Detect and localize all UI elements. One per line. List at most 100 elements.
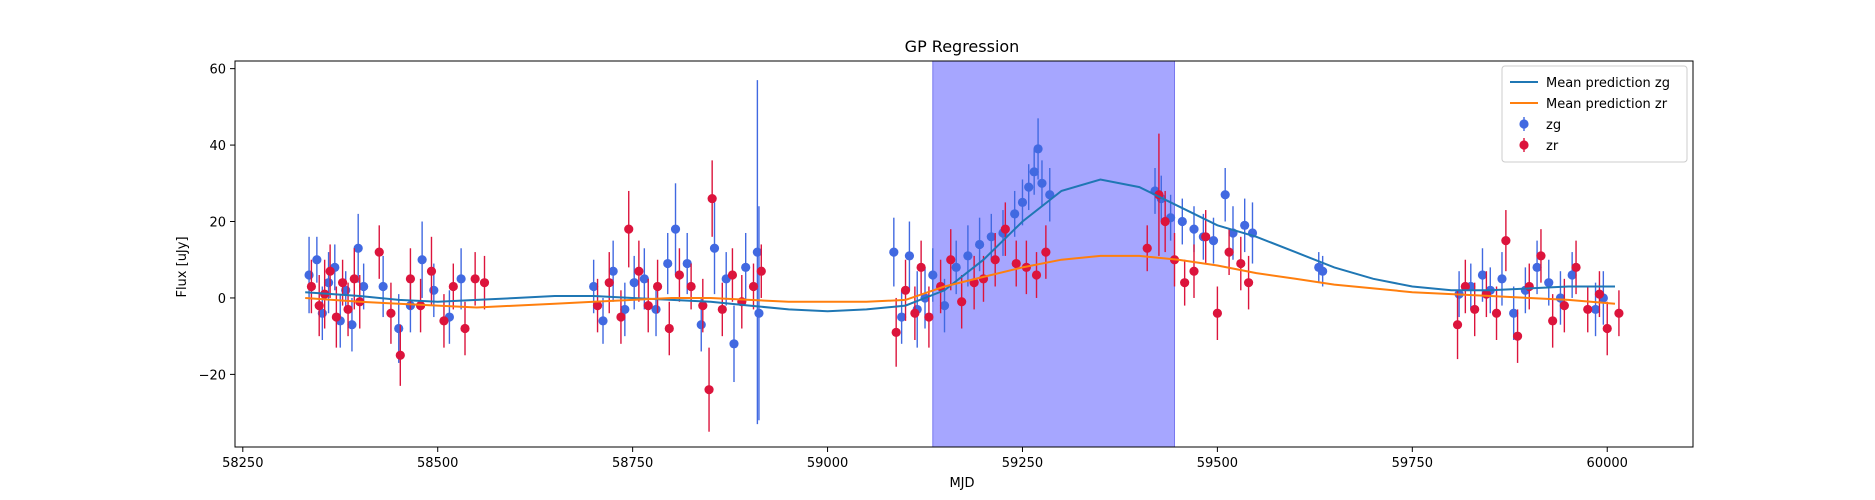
zr-point [592, 300, 603, 311]
zg-point [620, 304, 630, 315]
zr-point [386, 308, 396, 318]
zg-point [639, 274, 649, 284]
zr-point [990, 255, 1000, 265]
zg-point [951, 262, 961, 272]
zr-point [1160, 216, 1170, 227]
zg-point [1567, 270, 1577, 280]
zg-point [754, 308, 764, 318]
zr-point [698, 300, 708, 311]
zr-point [337, 278, 348, 288]
zg-point [1509, 308, 1519, 318]
zg-point [904, 251, 915, 261]
zr-point [924, 312, 934, 322]
zr-point [439, 316, 449, 326]
zr-point [1583, 304, 1593, 315]
zr-point [1236, 258, 1246, 269]
zr-point [395, 350, 405, 360]
legend: Mean prediction zg Mean prediction zr zg zr [1501, 65, 1688, 163]
x-tick-label: 58750 [612, 456, 653, 471]
zg-point [974, 239, 985, 250]
zg-point [417, 255, 427, 265]
y-tick-label: 20 [209, 216, 226, 231]
y-tick-label: 0 [218, 292, 226, 307]
zg-point [663, 258, 673, 269]
zg-point [682, 258, 692, 269]
zg-point [1189, 224, 1199, 234]
zr-point [1559, 300, 1569, 311]
zr-point [900, 285, 911, 295]
x-tick-label: 58250 [222, 456, 263, 471]
legend-label-zg: zg [1546, 118, 1561, 133]
zg-point [312, 255, 322, 265]
zr-point [1031, 270, 1042, 280]
zr-point [405, 274, 416, 284]
plot-frame [234, 60, 1694, 448]
x-tick-label: 60000 [1587, 456, 1628, 471]
data-layer [304, 80, 1624, 432]
zg-point [1029, 167, 1039, 177]
zg-point [347, 320, 357, 330]
legend-swatch-zg [1519, 119, 1529, 129]
zr-point [674, 270, 685, 280]
zg-point [359, 281, 369, 292]
line-mean-prediction-zg [305, 178, 1615, 313]
zr-point [426, 266, 437, 276]
zr-point [1000, 224, 1010, 234]
zg-point [709, 243, 720, 253]
zg-point [1017, 197, 1028, 208]
zr-point [1548, 316, 1558, 326]
zg-point [963, 251, 973, 261]
x-tick-label: 59000 [807, 456, 848, 471]
legend-label-mean-prediction-zr: Mean prediction zr [1546, 97, 1668, 112]
x-tick-label: 58500 [417, 456, 458, 471]
y-tick-label: 40 [209, 139, 226, 154]
zg-point [651, 304, 661, 315]
zr-point [331, 312, 341, 322]
zr-point [1594, 289, 1605, 299]
zr-point [374, 247, 384, 257]
zg-point [939, 300, 950, 311]
zg-point [928, 270, 938, 280]
x-tick-label: 59500 [1197, 456, 1238, 471]
zr-point [1011, 258, 1021, 269]
shaded-region [932, 60, 1176, 448]
zg-point [897, 312, 907, 322]
zg-point [1240, 220, 1250, 230]
zr-point [1224, 247, 1234, 257]
zg-point [986, 232, 996, 242]
zr-point [910, 308, 920, 318]
zg-point [304, 270, 314, 280]
legend-label-zr: zr [1546, 139, 1559, 154]
y-axis-label: Flux [uJy] [175, 236, 190, 297]
zg-point [1177, 216, 1187, 227]
zr-point [349, 274, 359, 284]
chart-title: GP Regression [905, 37, 1020, 56]
zg-point [1532, 262, 1542, 272]
x-tick-label: 59750 [1392, 456, 1433, 471]
y-tick-label: 60 [209, 63, 226, 78]
zr-point [664, 323, 674, 334]
legend-label-mean-prediction-zg: Mean prediction zg [1546, 76, 1670, 91]
zg-point [1220, 190, 1230, 200]
zr-point [957, 297, 967, 307]
zr-point [717, 304, 727, 315]
zg-point [670, 224, 681, 234]
zr-point [891, 327, 901, 337]
zg-point [741, 262, 751, 272]
zr-point [448, 281, 458, 292]
zr-point [1524, 281, 1534, 292]
zg-point [1477, 270, 1488, 280]
zr-point [916, 262, 926, 272]
zr-point [1180, 278, 1190, 288]
zg-point [1010, 209, 1020, 219]
zr-point [704, 385, 714, 395]
zr-point [1243, 278, 1254, 288]
zg-point [729, 339, 739, 349]
zg-point [353, 243, 363, 253]
zr-point [616, 312, 626, 322]
zr-point [1614, 308, 1624, 318]
zr-point [1041, 247, 1051, 257]
zg-point [1544, 278, 1554, 288]
zg-point [1318, 266, 1328, 276]
